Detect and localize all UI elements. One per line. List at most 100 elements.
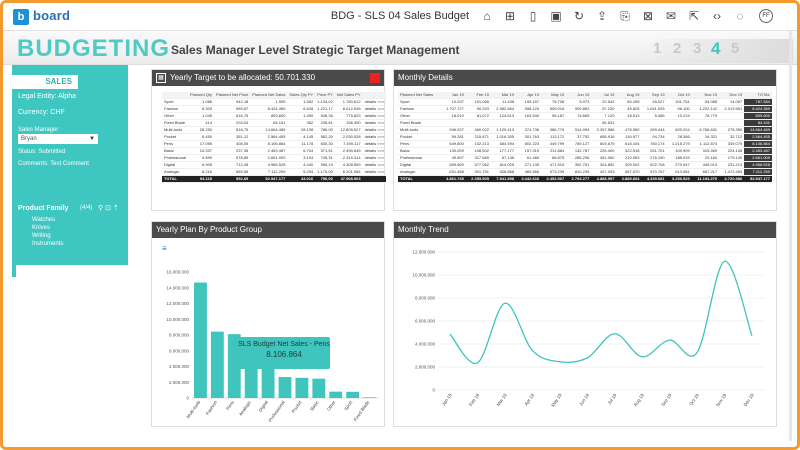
panel-icon[interactable]: ▯ bbox=[529, 9, 537, 23]
filter-search-icon[interactable]: ⚲ ⊡ ⇡ bbox=[98, 205, 119, 212]
export-icon[interactable]: ⎘ bbox=[620, 9, 630, 23]
line-chart: 0 2.000.000 4.000.000 6.000.000 8.000.000 10.… bbox=[412, 250, 764, 408]
row-label: Basic bbox=[162, 147, 189, 155]
table-cell: 775.823 bbox=[334, 112, 363, 120]
sales-tag: SALES bbox=[12, 75, 78, 89]
table-cell[interactable]: details >>> bbox=[362, 140, 387, 148]
y-tick-label: 4.000.000 bbox=[415, 342, 436, 347]
yearly-target-panel: ▦ Yearly Target to be allocated: 50.701.… bbox=[151, 69, 387, 211]
column-header: Aug 19 bbox=[616, 92, 642, 99]
table-cell[interactable]: details >>> bbox=[362, 154, 387, 162]
family-item[interactable]: Knives bbox=[32, 225, 51, 231]
family-item[interactable]: Writing bbox=[32, 233, 51, 239]
table-cell: 142.787 bbox=[566, 147, 592, 155]
x-tick-label: Jul 19 bbox=[607, 392, 618, 405]
table-cell[interactable]: details >>> bbox=[362, 133, 387, 141]
bar bbox=[210, 331, 224, 398]
table-cell: 522.708 bbox=[641, 161, 667, 169]
product-family-label: Product Family bbox=[18, 205, 69, 212]
bar-chart: 0 2.000.000 4.000.000 6.000.000 8.000.000 10.… bbox=[166, 270, 378, 423]
family-item[interactable]: Watches bbox=[32, 217, 56, 223]
layout-icon[interactable]: ▣ bbox=[550, 9, 562, 23]
table-row: Basic 130.059 108.502 177.177 157.015 211.884… bbox=[398, 147, 772, 155]
table-row: Pocket 6.450 351,12 2.564.455 4.145 562,20 2.0… bbox=[162, 133, 387, 141]
table-cell: 2.490.645 bbox=[334, 147, 363, 155]
table-cell: 1.221,17 bbox=[315, 105, 335, 113]
column-header: May 19 bbox=[541, 92, 567, 99]
table-cell: 279.947 bbox=[666, 161, 692, 169]
table-icon[interactable]: ▦ bbox=[156, 73, 166, 83]
table-cell: 909.862 bbox=[566, 105, 592, 113]
table-cell[interactable]: details >>> bbox=[362, 168, 387, 176]
total-cell: 4.720.986 bbox=[719, 175, 745, 183]
sales-manager-select[interactable]: Bryan ▼ bbox=[18, 134, 98, 144]
table-row: Other 1.045 616,75 809.600 1.400 546,36 775.82… bbox=[162, 112, 387, 120]
total-cell: 2.889.664 bbox=[616, 175, 642, 183]
table-cell: 789.127 bbox=[566, 140, 592, 148]
table-cell: 301.763 bbox=[516, 133, 542, 141]
step-2[interactable]: 2 bbox=[673, 40, 682, 57]
table-cell: 210.063 bbox=[616, 154, 642, 162]
table-cell: 687.217 bbox=[691, 168, 720, 176]
table-cell[interactable]: details >>> bbox=[362, 98, 387, 106]
table-cell: 352.761 bbox=[566, 161, 592, 169]
step-3[interactable]: 3 bbox=[693, 40, 702, 57]
y-tick-label: 2.000.000 bbox=[415, 365, 436, 370]
upload-icon[interactable]: ⇪ bbox=[596, 9, 608, 23]
column-header: Feb 19 bbox=[465, 92, 491, 99]
table-cell: 276.190 bbox=[641, 154, 667, 162]
table-cell: 658.916 bbox=[591, 133, 617, 141]
table-row: Pens 649.800 102.213 684.594 802.223 449.799 7… bbox=[398, 140, 772, 148]
table-cell bbox=[566, 119, 592, 127]
table-cell: 809.600 bbox=[744, 112, 772, 120]
table-cell: 965,57 bbox=[214, 105, 251, 113]
table-cell bbox=[719, 119, 745, 127]
table-cell bbox=[616, 119, 642, 127]
table-cell[interactable]: details >>> bbox=[362, 126, 387, 134]
table-cell: 460.022 bbox=[465, 126, 491, 134]
code-icon[interactable]: ‹› bbox=[713, 9, 721, 23]
table-cell[interactable]: details >>> bbox=[362, 161, 387, 169]
step-1[interactable]: 1 bbox=[653, 40, 662, 57]
table-row: Professional 49.657 317.689 67.146 61.460 66.… bbox=[398, 154, 772, 162]
home-icon[interactable]: ⌂ bbox=[483, 9, 491, 23]
table-cell: 970.767 bbox=[641, 168, 667, 176]
product-family-count: (4/4) bbox=[80, 205, 93, 211]
comments-text: Comments: Test Comment bbox=[18, 161, 89, 167]
share-icon[interactable]: ⇱ bbox=[688, 9, 700, 23]
table-cell: 2.564.455 bbox=[744, 133, 772, 141]
table-cell: 339.079 bbox=[719, 140, 745, 148]
refresh-icon[interactable]: ↻ bbox=[573, 9, 585, 23]
hierarchy-icon[interactable]: ⊞ bbox=[504, 9, 516, 23]
table-cell: 275.350 bbox=[719, 126, 745, 134]
user-avatar[interactable]: FF bbox=[759, 9, 773, 23]
column-header: Price PY bbox=[315, 92, 335, 99]
table-cell[interactable]: details >>> bbox=[362, 119, 387, 127]
chat-icon[interactable]: ◌ bbox=[736, 9, 744, 23]
table-cell: 6.905 bbox=[188, 161, 215, 169]
table-cell bbox=[719, 112, 745, 120]
table-cell: 4.966.528 bbox=[250, 161, 288, 169]
step-4-active[interactable]: 4 bbox=[711, 39, 721, 58]
family-item[interactable]: Instruments bbox=[32, 241, 64, 247]
mail-icon[interactable]: ✉ bbox=[665, 9, 677, 23]
excel-icon[interactable]: ⊠ bbox=[642, 9, 654, 23]
table-cell: 1.112.674 bbox=[691, 140, 720, 148]
table-cell: 528.868 bbox=[490, 168, 517, 176]
table-cell: 787.584 bbox=[744, 98, 772, 106]
table-cell[interactable]: details >>> bbox=[362, 147, 387, 155]
menu-icon[interactable]: ≡ bbox=[162, 244, 167, 253]
table-cell: 5.294 bbox=[287, 168, 316, 176]
scrollbar[interactable] bbox=[789, 31, 792, 441]
x-tick-label: Mar 19 bbox=[496, 392, 508, 407]
row-label: Analogic bbox=[398, 168, 441, 176]
table-cell: 578,89 bbox=[214, 154, 251, 162]
step-5[interactable]: 5 bbox=[731, 40, 740, 57]
total-cell: 11.194.270 bbox=[691, 175, 720, 183]
table-cell: 18.513 bbox=[616, 112, 642, 120]
row-label: Multi-tools bbox=[398, 126, 441, 134]
total-cell: 2.452.907 bbox=[541, 175, 567, 183]
table-cell[interactable]: details >>> bbox=[362, 105, 387, 113]
table-cell: 231.213 bbox=[719, 161, 745, 169]
table-cell[interactable]: details >>> bbox=[362, 112, 387, 120]
